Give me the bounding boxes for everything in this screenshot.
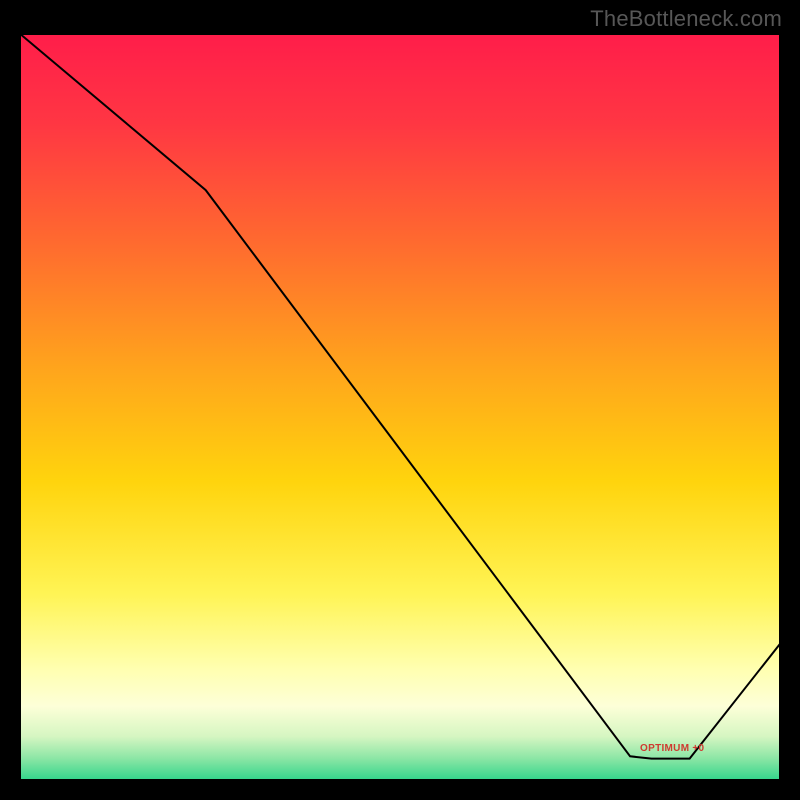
watermark-text: TheBottleneck.com [590, 6, 782, 32]
chart-plot-area: OPTIMUM +0 [19, 33, 781, 781]
series-label: OPTIMUM +0 [640, 743, 704, 754]
chart-line-layer [19, 33, 781, 781]
bottleneck-curve [19, 33, 781, 759]
